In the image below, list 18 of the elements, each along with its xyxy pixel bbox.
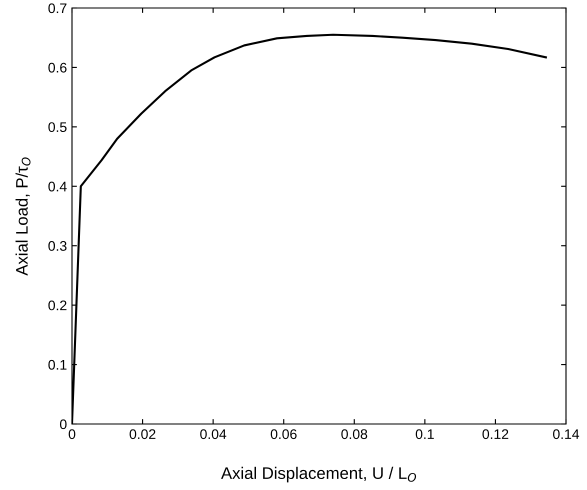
y-tick-label: 0.5 bbox=[48, 122, 67, 132]
y-tick-label: 0 bbox=[60, 419, 67, 430]
y-tick-label: 0.3 bbox=[48, 241, 67, 251]
x-tick-label: 0.02 bbox=[130, 429, 156, 440]
y-tick-label: 0.4 bbox=[48, 182, 67, 192]
x-tick-label: 0.1 bbox=[416, 429, 434, 440]
y-axis-title: Axial Load, P/τ$_{O}$ bbox=[16, 157, 31, 276]
x-axis-title: Axial Displacement, U / L$_{O}$ bbox=[221, 466, 416, 482]
x-tick-label: 0.06 bbox=[270, 429, 297, 440]
x-tick-label: 0 bbox=[68, 429, 76, 440]
y-tick-label: 0.7 bbox=[48, 3, 66, 14]
x-tick-label: 0.08 bbox=[341, 429, 368, 440]
x-tick-label: 0.14 bbox=[553, 429, 580, 440]
x-tick-label: 0.12 bbox=[482, 429, 508, 440]
y-tick-label: 0.2 bbox=[48, 300, 66, 310]
x-tick-label: 0.04 bbox=[200, 429, 226, 440]
y-tick-label: 0.1 bbox=[48, 360, 66, 370]
y-tick-label: 0.6 bbox=[48, 62, 67, 73]
